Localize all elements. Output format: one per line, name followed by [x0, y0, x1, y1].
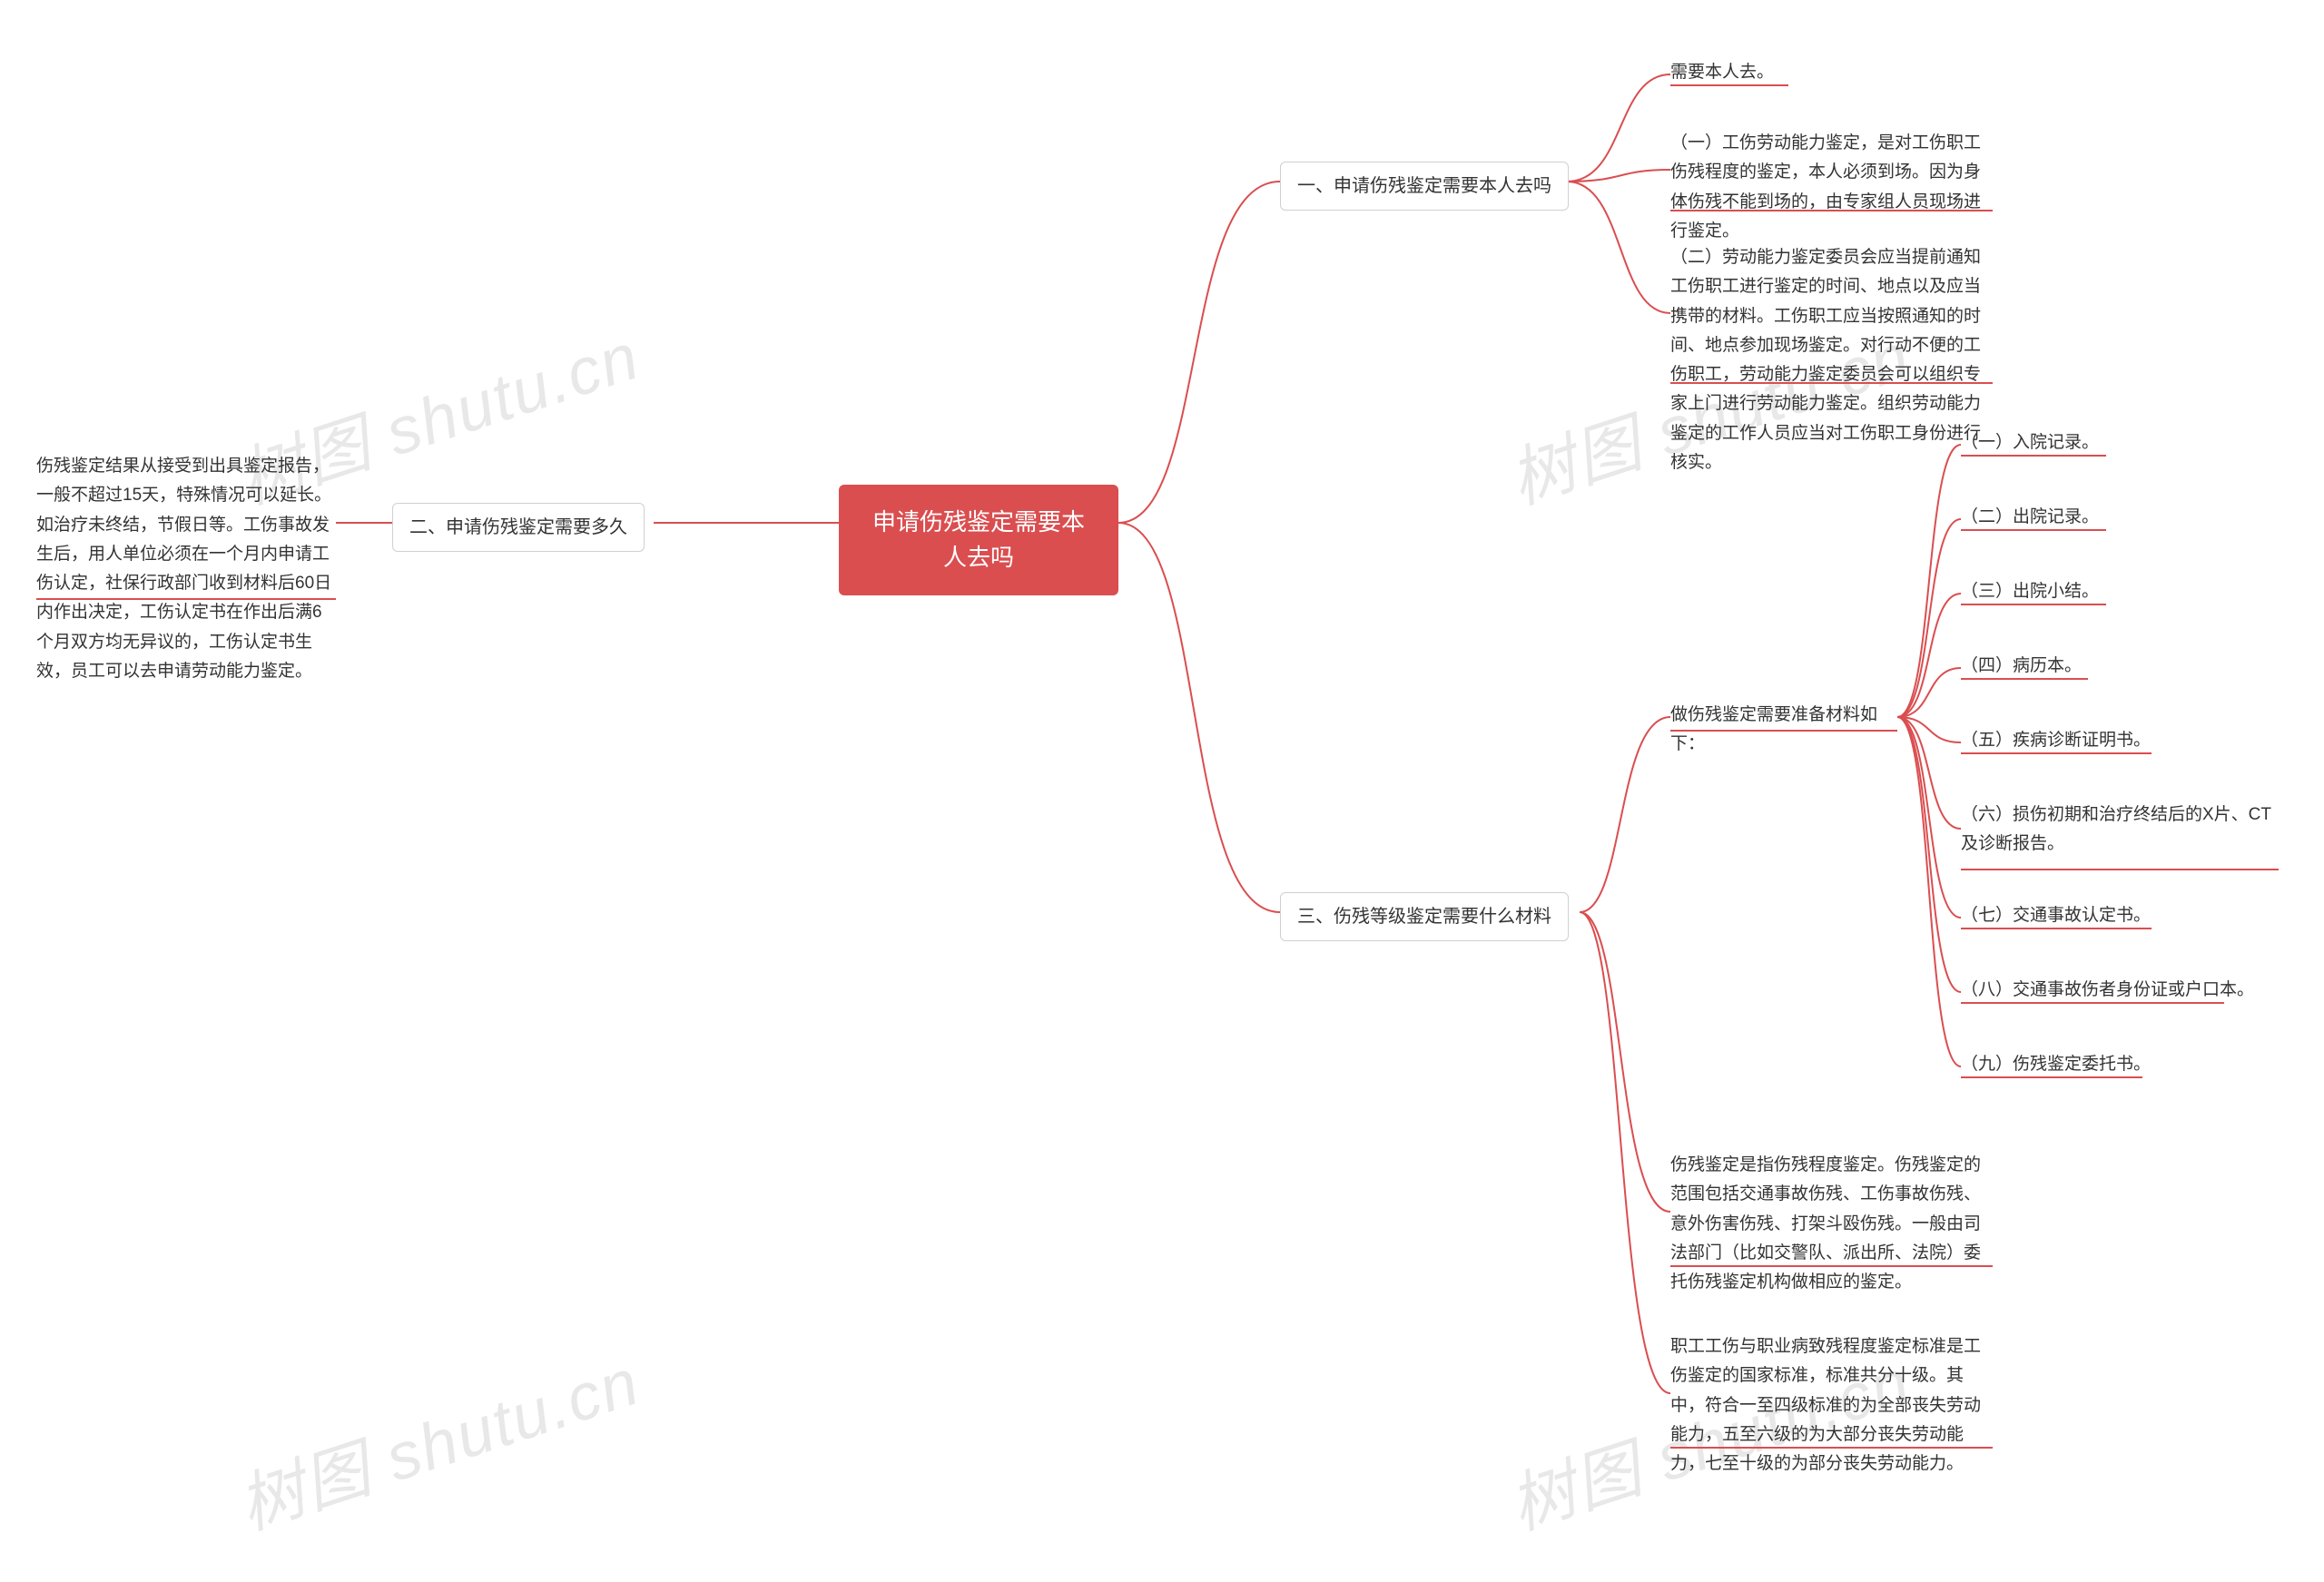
sec3-m5: （五）疾病诊断证明书。 — [1961, 726, 2279, 755]
sec3-m6: （六）损伤初期和治疗终结后的X片、CT及诊断报告。 — [1961, 801, 2279, 860]
sec2-title: 二、申请伤残鉴定需要多久 — [409, 517, 627, 537]
sec3-m2: （二）出院记录。 — [1961, 503, 2279, 532]
sec3-p1: 伤残鉴定是指伤残程度鉴定。伤残鉴定的范围包括交通事故伤残、工伤事故伤残、意外伤害… — [1670, 1151, 1997, 1297]
sec3-title: 三、伤残等级鉴定需要什么材料 — [1297, 907, 1551, 927]
sec3-materials-title: 做伤残鉴定需要准备材料如下： — [1670, 701, 1906, 760]
root-node[interactable]: 申请伤残鉴定需要本人去吗 — [839, 485, 1118, 595]
sec3-m7: （七）交通事故认定书。 — [1961, 901, 2279, 930]
sec1-l1: 需要本人去。 — [1670, 58, 1997, 87]
watermark: 树图 shutu.cn — [225, 1329, 650, 1548]
sec3-m8: （八）交通事故伤者身份证或户口本。 — [1961, 976, 2279, 1005]
sec3-m3: （三）出院小结。 — [1961, 577, 2279, 606]
sec3-m1: （一）入院记录。 — [1961, 428, 2279, 457]
sec1-l2: （一）工伤劳动能力鉴定，是对工伤职工伤残程度的鉴定，本人必须到场。因为身体伤残不… — [1670, 129, 1997, 246]
sec1-node[interactable]: 一、申请伤残鉴定需要本人去吗 — [1280, 162, 1569, 211]
sec1-title: 一、申请伤残鉴定需要本人去吗 — [1297, 176, 1551, 196]
sec3-node[interactable]: 三、伤残等级鉴定需要什么材料 — [1280, 892, 1569, 941]
sec2-leaf: 伤残鉴定结果从接受到出具鉴定报告，一般不超过15天，特殊情况可以延长。如治疗未终… — [36, 452, 336, 686]
root-text: 申请伤残鉴定需要本人去吗 — [872, 508, 1085, 571]
sec3-m9: （九）伤残鉴定委托书。 — [1961, 1050, 2279, 1079]
sec3-p2: 职工工伤与职业病致残程度鉴定标准是工伤鉴定的国家标准，标准共分十级。其中，符合一… — [1670, 1332, 1997, 1479]
sec1-l3: （二）劳动能力鉴定委员会应当提前通知工伤职工进行鉴定的时间、地点以及应当携带的材… — [1670, 243, 1997, 477]
sec2-node[interactable]: 二、申请伤残鉴定需要多久 — [392, 503, 645, 552]
sec3-m4: （四）病历本。 — [1961, 652, 2279, 681]
